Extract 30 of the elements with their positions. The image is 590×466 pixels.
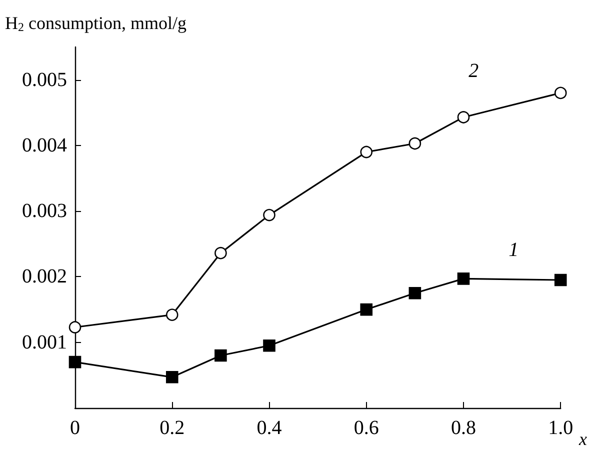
y-tick-label: 0.002 [22,266,67,288]
series-label: 1 [508,239,519,262]
x-tick-label: 0 [70,417,80,439]
y-tick-label: 0.003 [22,200,67,222]
point [263,208,276,222]
series-label: 2 [468,60,479,82]
y-tick-label: 0.004 [22,134,67,156]
point [166,371,178,384]
point [360,303,373,316]
x-tick-label: 0.4 [256,417,282,439]
point [68,356,82,368]
y-tick-label: 0.005 [22,68,67,91]
x-tick-label: 0.2 [160,417,185,439]
point [166,308,178,321]
point [554,274,567,286]
point [554,86,567,100]
point [214,246,227,260]
point [214,349,227,362]
point [408,286,422,300]
x-tick-label: 1.0 [548,417,574,439]
x-tick-label: 0.6 [354,417,379,439]
point [408,137,422,150]
x-tick-label: 0.8 [450,417,476,439]
point [457,111,470,124]
x-axis-title: x [578,429,587,449]
y-tick-label: 0.001 [22,331,67,354]
point [457,272,470,285]
point [360,146,373,158]
point [68,321,82,334]
point [263,339,276,352]
